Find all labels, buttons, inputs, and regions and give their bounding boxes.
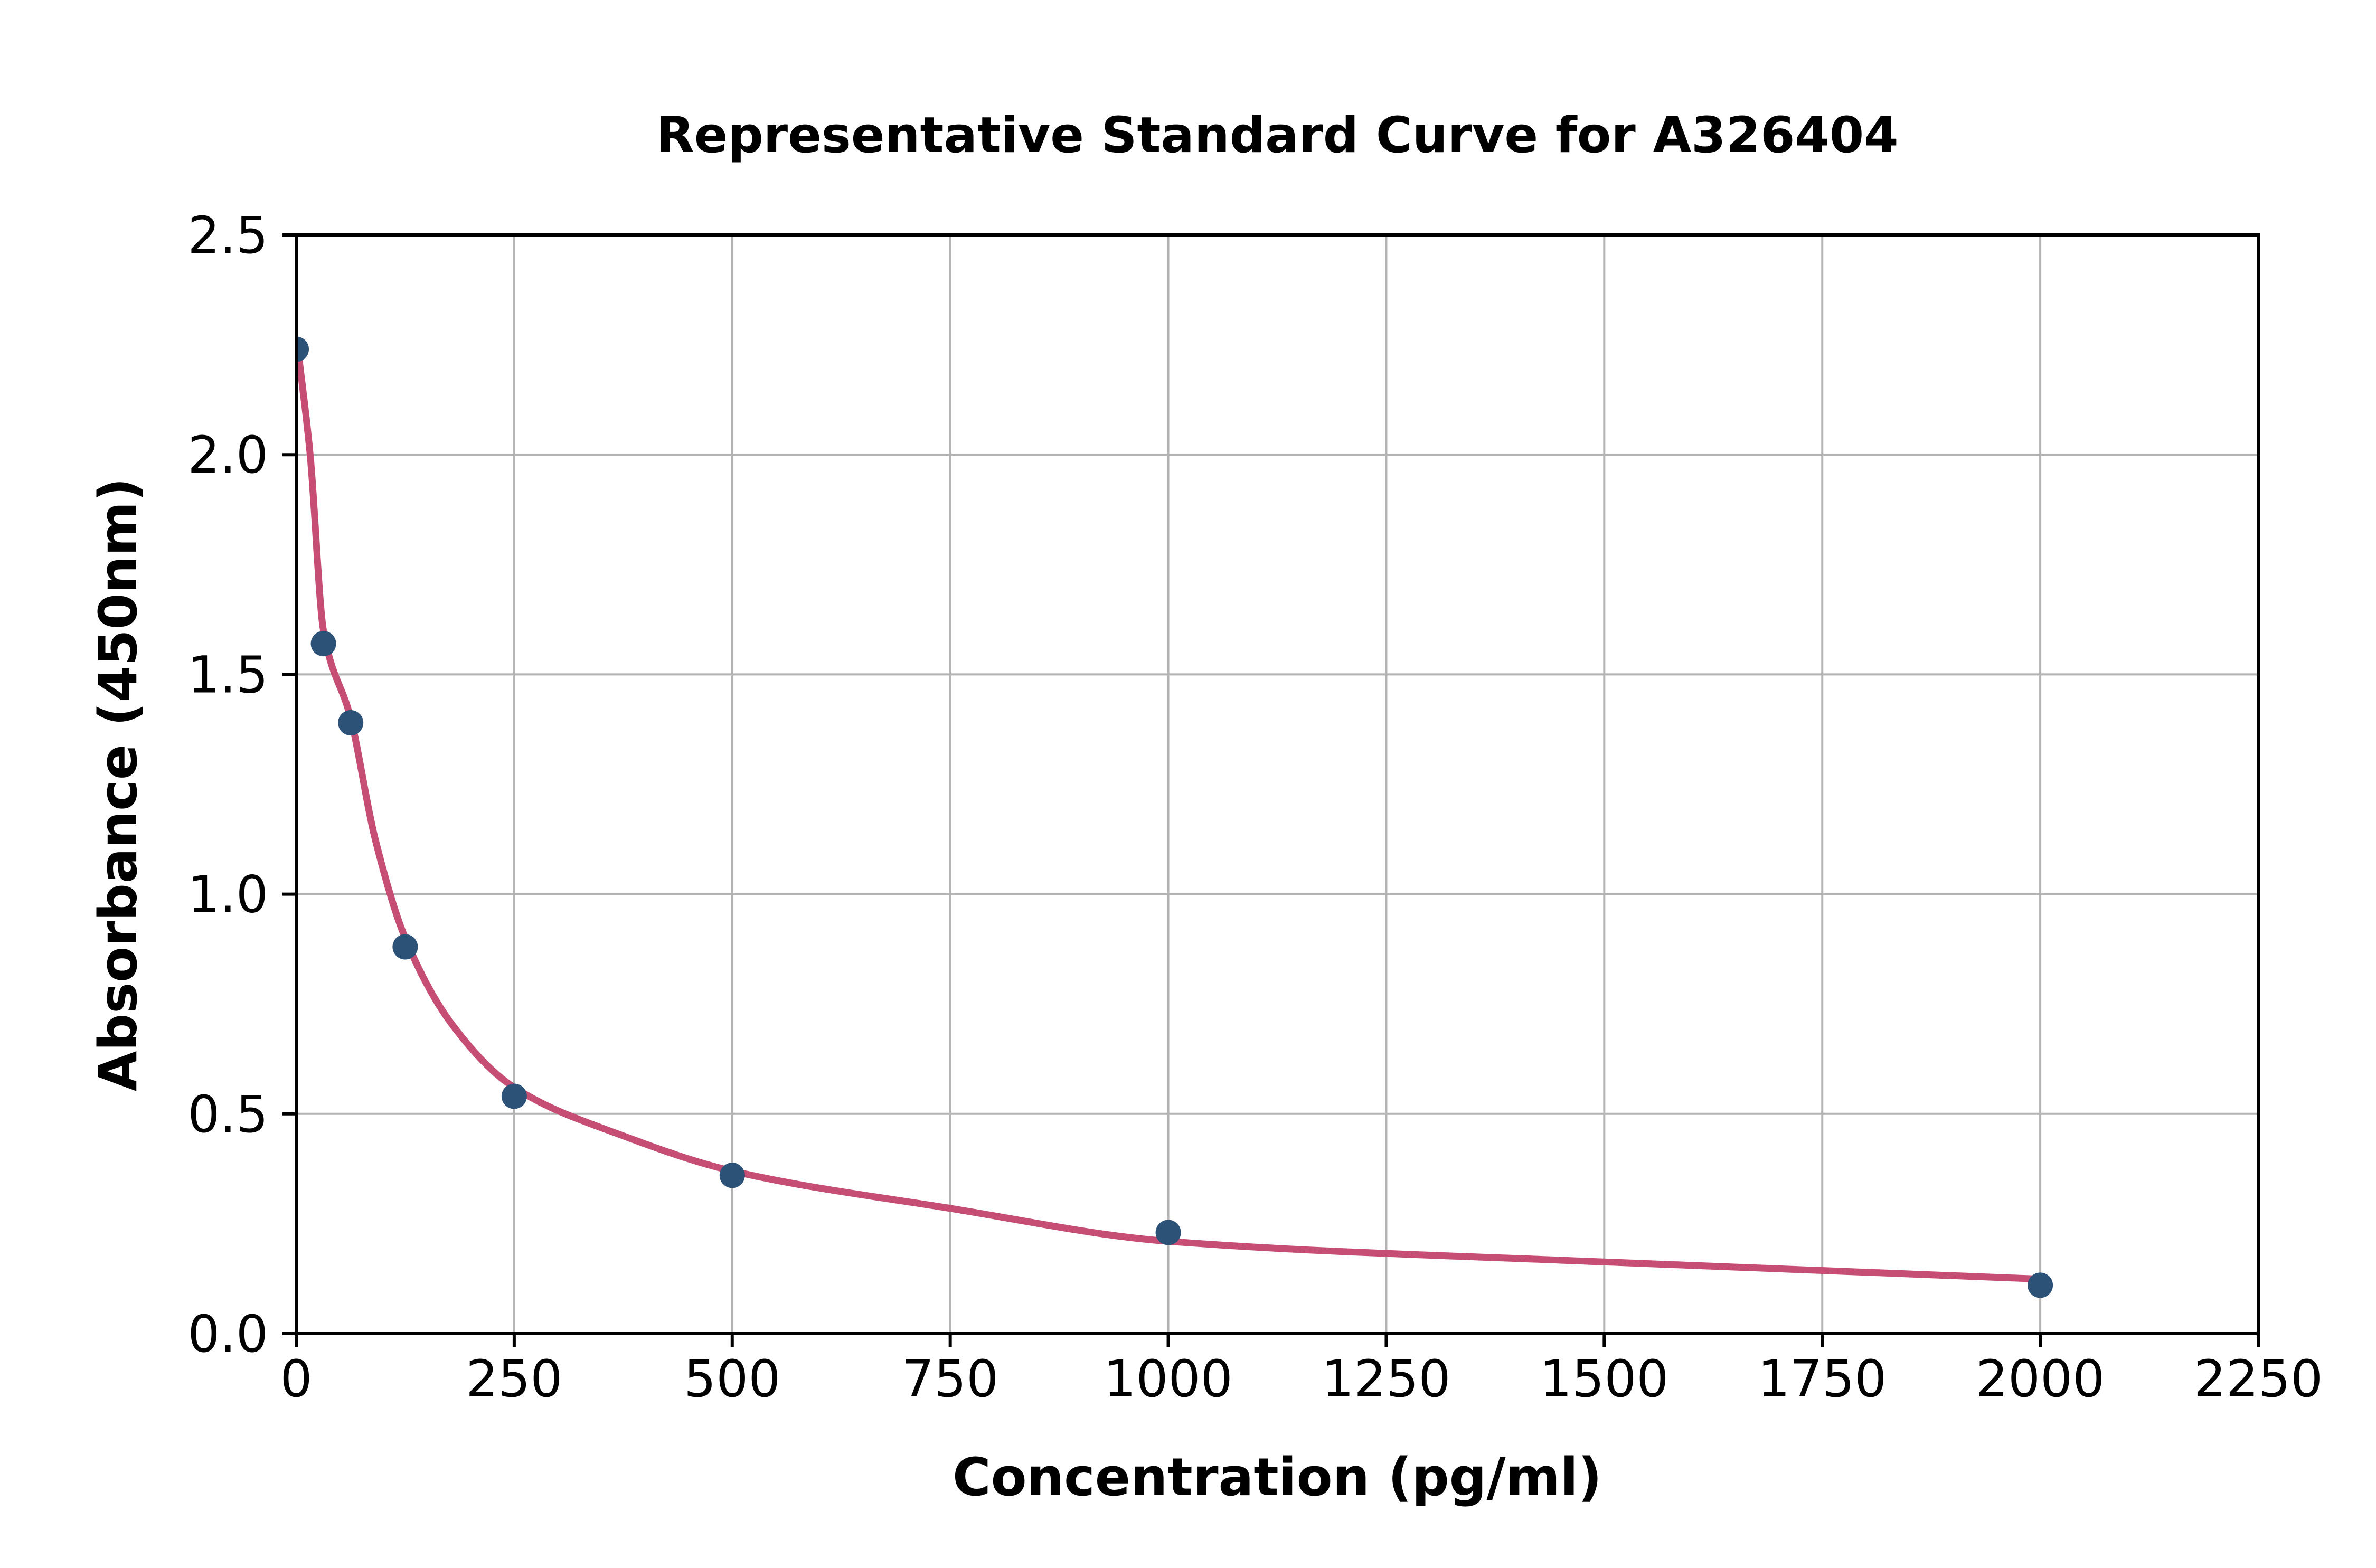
x-tick-label: 2250 bbox=[2194, 1349, 2323, 1409]
x-tick-label: 1750 bbox=[1758, 1349, 1887, 1409]
gridlines bbox=[296, 235, 2258, 1334]
data-point bbox=[719, 1163, 745, 1188]
x-tick-label: 250 bbox=[466, 1349, 562, 1409]
x-tick-labels: 0 250 500 750 1000 1250 1500 1750 2000 2250 bbox=[280, 1349, 2323, 1409]
data-point bbox=[338, 710, 364, 735]
axis-ticks bbox=[282, 233, 2260, 1347]
y-tick-label: 2.0 bbox=[187, 426, 268, 485]
plot-border bbox=[295, 233, 2260, 1335]
x-tick-label: 0 bbox=[280, 1349, 312, 1409]
fit-curve-line bbox=[296, 345, 2044, 1283]
x-tick-label: 1000 bbox=[1104, 1349, 1232, 1409]
data-points bbox=[296, 336, 2053, 1298]
y-tick-label: 1.5 bbox=[187, 645, 268, 704]
y-axis-label: Absorbance (450nm) bbox=[88, 478, 149, 1091]
data-point bbox=[2028, 1272, 2053, 1298]
x-tick-label: 2000 bbox=[1976, 1349, 2105, 1409]
data-point bbox=[296, 336, 309, 362]
data-point bbox=[501, 1083, 527, 1109]
x-tick-label: 1250 bbox=[1322, 1349, 1450, 1409]
y-tick-label: 0.5 bbox=[187, 1085, 268, 1144]
y-tick-label: 1.0 bbox=[187, 865, 268, 924]
x-axis-label: Concentration (pg/ml) bbox=[953, 1447, 1602, 1508]
y-tick-label: 0.0 bbox=[187, 1305, 268, 1364]
x-tick-label: 500 bbox=[684, 1349, 780, 1409]
chart-title: Representative Standard Curve for A32640… bbox=[656, 107, 1898, 164]
data-point bbox=[392, 934, 418, 960]
data-point bbox=[310, 631, 336, 657]
y-tick-label: 2.5 bbox=[187, 206, 268, 265]
data-point bbox=[1155, 1220, 1181, 1245]
y-tick-labels: 0.0 0.5 1.0 1.5 2.0 2.5 bbox=[187, 206, 268, 1364]
x-tick-label: 1500 bbox=[1540, 1349, 1668, 1409]
x-tick-label: 750 bbox=[902, 1349, 998, 1409]
